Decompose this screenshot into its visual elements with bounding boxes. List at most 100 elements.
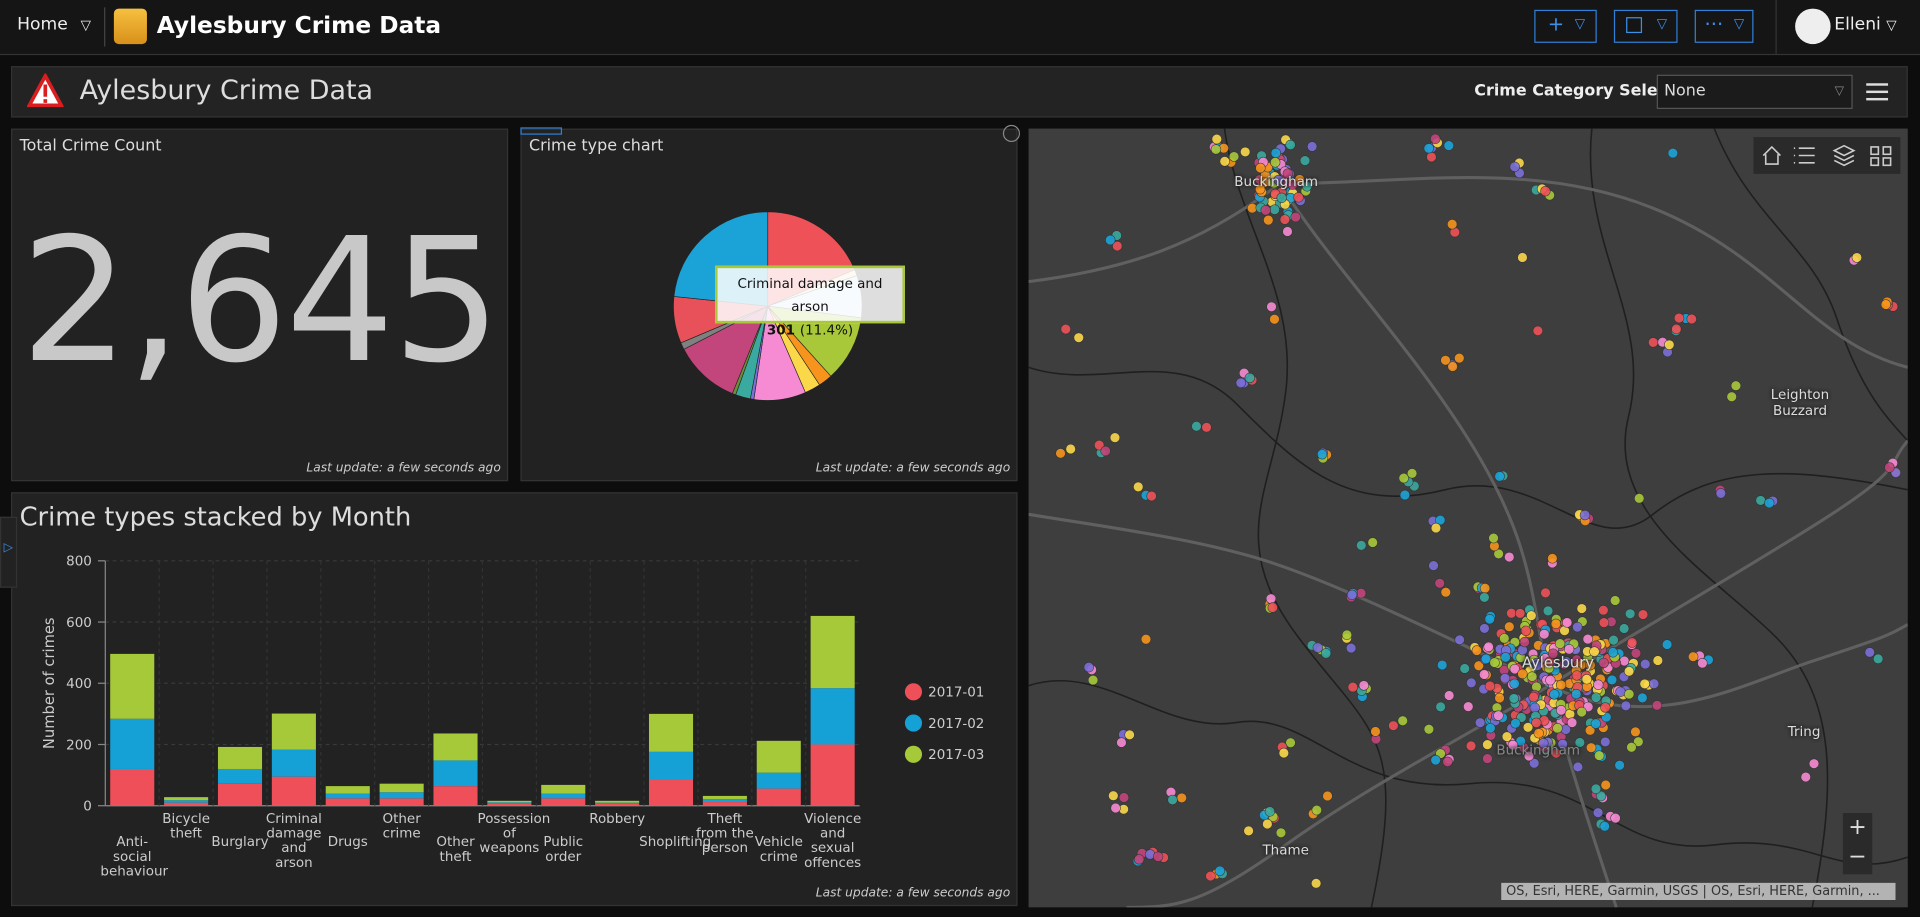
crime-point (1501, 731, 1513, 742)
crime-point (1112, 240, 1123, 252)
crime-point (1434, 578, 1445, 589)
crime-point (1590, 783, 1602, 795)
crime-point (1279, 214, 1291, 225)
bar-segment (379, 798, 424, 806)
panel-handle[interactable] (520, 127, 563, 135)
crime-point (1576, 603, 1587, 614)
x-tick-label: Criminal damage and arson (265, 810, 322, 871)
bar-segment (110, 768, 155, 806)
x-tick-label: Bicycle theft (162, 810, 211, 842)
crime-point (1630, 726, 1641, 738)
bar-segment (164, 797, 209, 801)
crime-point (1510, 718, 1521, 729)
crime-point (1479, 623, 1490, 634)
crime-point (1623, 666, 1635, 677)
x-tick-label: Vehicle crime (754, 833, 803, 865)
crime-point (1552, 722, 1563, 734)
x-tick-label: Public order (543, 833, 584, 865)
home-menu[interactable]: Home ▽ (17, 14, 91, 35)
save-button[interactable]: ▽ (1613, 9, 1678, 43)
total-count: 2,645 (20, 202, 501, 402)
crime-point (1388, 720, 1399, 731)
crime-point (1265, 593, 1277, 604)
crime-point (1509, 678, 1520, 689)
crime-point (1598, 605, 1609, 616)
crime-point (1648, 678, 1660, 689)
bar-segment (325, 786, 370, 794)
crime-point (1520, 625, 1532, 636)
category-select[interactable]: None ▽ (1656, 74, 1853, 109)
bar-segment (810, 744, 855, 806)
x-tick-label: Shoplifting (639, 833, 712, 850)
side-toggle[interactable]: ▷ (0, 516, 18, 588)
y-tick-label: 800 (66, 555, 92, 570)
crime-point (1316, 449, 1328, 460)
bar-segment (433, 760, 478, 787)
crime-point (1294, 174, 1305, 185)
crime-point (1547, 648, 1559, 659)
map-label: Buckingham (1234, 173, 1319, 190)
x-tick-label: Possession of weapons (477, 810, 551, 856)
crime-point (1399, 489, 1411, 501)
legend-label: 2017-02 (928, 717, 984, 732)
crime-point (1191, 421, 1202, 432)
crime-point (1073, 332, 1084, 343)
total-count-panel: Total Crime Count 2,645 Last update: a f… (11, 128, 509, 482)
bar-segment (756, 772, 801, 789)
home-label[interactable]: Home (17, 14, 68, 35)
crime-point (1630, 648, 1642, 659)
crime-point (1880, 299, 1892, 310)
tooltip-text: Criminal damage and arson (737, 275, 883, 315)
crime-point (1661, 639, 1673, 650)
map-base (1028, 128, 1908, 908)
crime-point (1479, 583, 1491, 594)
crime-point (1443, 690, 1455, 701)
crime-point (1466, 677, 1477, 689)
expand-button[interactable] (1002, 124, 1020, 143)
header-band (11, 66, 1908, 118)
crime-point (1600, 779, 1611, 791)
crime-point (1570, 688, 1582, 700)
crime-point (1639, 678, 1650, 690)
crime-point (1851, 252, 1863, 263)
crime-point (1532, 325, 1544, 336)
crime-point (1484, 680, 1496, 692)
zoom-controls[interactable]: + − (1842, 813, 1873, 875)
map-tools[interactable] (1753, 137, 1900, 174)
crime-point (1549, 689, 1560, 700)
crime-point (1356, 540, 1367, 551)
add-button[interactable]: + ▽ (1534, 9, 1597, 43)
crime-point (1755, 495, 1766, 506)
select-value[interactable]: None (1664, 82, 1706, 101)
last-update: Last update: a few seconds ago (815, 461, 1011, 476)
bar-segment (164, 800, 209, 803)
pie-tooltip: Criminal damage and arson 301 (11.4%) (715, 265, 905, 338)
crime-point (1118, 792, 1130, 803)
user-name[interactable]: Elleni (1834, 14, 1881, 35)
crime-point (1598, 617, 1610, 628)
crime-point (1270, 157, 1281, 168)
crime-point (1282, 168, 1294, 179)
crime-point (1585, 742, 1597, 753)
crime-point (1398, 472, 1409, 484)
crime-point (1574, 737, 1586, 748)
panel-title: Crime type chart (528, 137, 664, 156)
legend-swatch (904, 714, 923, 732)
crime-point (1508, 693, 1520, 704)
map[interactable] (1028, 128, 1908, 908)
crime-point (1528, 758, 1540, 769)
map-attribution: OS, Esri, HERE, Garmin, USGS | OS, Esri,… (1501, 882, 1896, 900)
crime-point (1426, 151, 1437, 163)
crime-point (1108, 790, 1119, 801)
map-label: Aylesbury (1522, 653, 1594, 672)
avatar[interactable] (1795, 8, 1831, 45)
crime-point (1715, 488, 1727, 499)
crime-point (1488, 532, 1499, 544)
bar-segment (164, 802, 209, 806)
crime-point (1687, 651, 1699, 662)
more-button[interactable]: ··· ▽ (1694, 9, 1754, 43)
user-menu[interactable]: Elleni ▽ (1834, 14, 1897, 35)
crime-point (1276, 192, 1287, 204)
menu-icon[interactable] (1866, 81, 1889, 103)
